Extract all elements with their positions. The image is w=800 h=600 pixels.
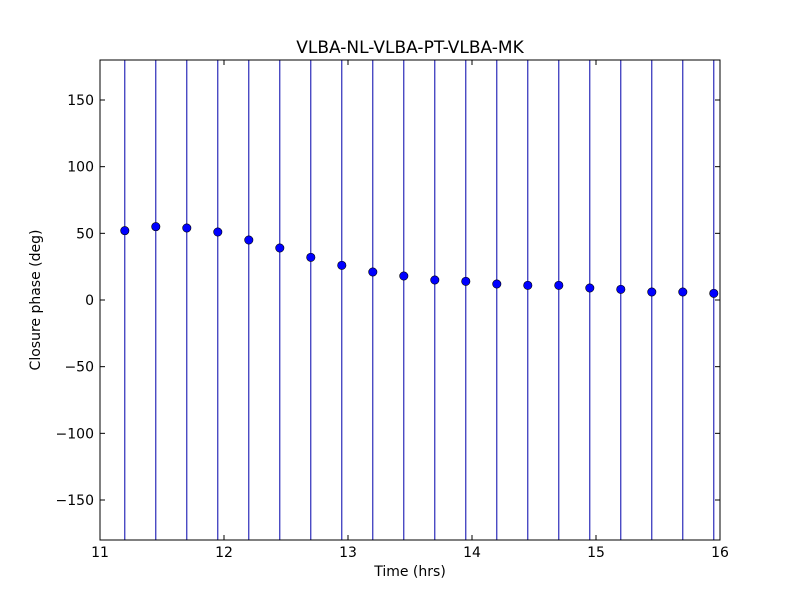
data-point: [306, 252, 316, 262]
data-point: [213, 227, 223, 237]
x-tick-label: 13: [339, 545, 357, 561]
data-point: [523, 280, 533, 290]
x-tick-label: 12: [215, 545, 233, 561]
y-tick-label: 50: [76, 226, 94, 242]
data-point: [461, 276, 471, 286]
data-point: [244, 235, 254, 245]
y-tick-label: 0: [85, 293, 94, 309]
data-point: [182, 223, 192, 233]
data-point: [585, 283, 595, 293]
x-tick-label: 16: [711, 545, 729, 561]
y-tick-label: 150: [67, 93, 94, 109]
data-point: [151, 222, 161, 232]
data-point: [399, 271, 409, 281]
x-tick-label: 14: [463, 545, 481, 561]
y-tick-label: −150: [56, 493, 94, 509]
plot-frame: [99, 59, 721, 541]
x-tick-label: 11: [91, 545, 109, 561]
data-point: [337, 260, 347, 270]
tick-labels: 11 12 13 14 15 16 −150 −100 −50 0 50 100 150: [56, 93, 729, 561]
data-point: [616, 284, 626, 294]
data-points: [120, 222, 719, 298]
data-point: [430, 275, 440, 285]
y-tick-label: −100: [56, 426, 94, 442]
chart-title: VLBA-NL-VLBA-PT-VLBA-MK: [296, 38, 524, 58]
x-axis-label: Time (hrs): [373, 564, 446, 580]
y-tick-label: −50: [64, 360, 94, 376]
data-point: [554, 280, 564, 290]
data-point: [709, 288, 719, 298]
data-point: [647, 287, 657, 297]
error-bars: [124, 60, 715, 540]
y-tick-label: 100: [67, 160, 94, 176]
x-tick-label: 15: [587, 545, 605, 561]
data-point: [275, 243, 285, 253]
y-axis-label: Closure phase (deg): [28, 230, 44, 371]
data-point: [368, 267, 378, 277]
data-point: [120, 226, 130, 236]
data-point: [492, 279, 502, 289]
data-point: [678, 287, 688, 297]
